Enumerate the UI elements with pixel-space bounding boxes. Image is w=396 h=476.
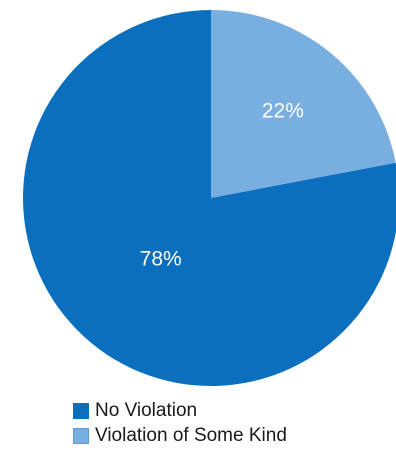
legend-item-no-violation: No Violation [73,398,287,423]
pie-slice-no-violation [23,10,396,386]
legend-item-violation: Violation of Some Kind [73,423,287,448]
legend-swatch-no-violation [73,402,89,419]
legend-swatch-violation [73,427,89,444]
data-label-violation-of-some-kind: 22% [262,100,304,123]
legend-label-no-violation: No Violation [95,399,198,421]
legend: No Violation Violation of Some Kind [73,398,287,448]
pie-slice-violation-of-some-kind [211,10,396,198]
legend-label-violation: Violation of Some Kind [95,424,287,446]
data-label-no-violation: 78% [140,247,182,270]
